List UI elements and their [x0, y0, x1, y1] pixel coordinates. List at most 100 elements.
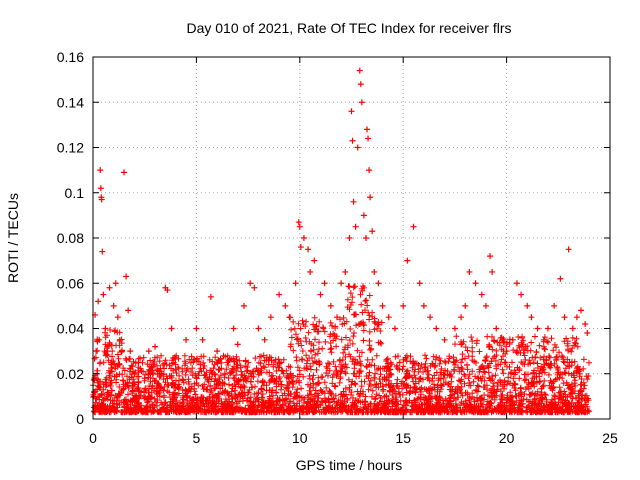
y-tick-label: 0.08	[57, 230, 84, 246]
data-point	[482, 302, 489, 309]
grid-layer	[93, 57, 610, 419]
data-point	[528, 314, 535, 321]
data-point	[362, 235, 369, 241]
data-point	[276, 291, 283, 298]
data-point	[416, 280, 423, 287]
x-tick-label: 0	[89, 430, 97, 446]
data-point	[172, 366, 179, 373]
data-point	[193, 325, 200, 332]
data-point	[357, 81, 364, 88]
data-point	[534, 325, 541, 332]
data-point	[342, 268, 349, 275]
data-points-layer	[91, 67, 591, 395]
roti-noise-band	[90, 283, 593, 416]
data-point	[478, 291, 485, 298]
data-point	[97, 167, 104, 174]
data-point	[551, 302, 558, 309]
data-point	[349, 137, 356, 144]
data-point	[410, 223, 417, 230]
data-point	[317, 291, 324, 298]
data-point	[286, 314, 293, 321]
data-point	[183, 336, 190, 343]
data-point	[509, 336, 516, 343]
data-point	[261, 336, 268, 343]
data-point	[557, 275, 564, 282]
data-point	[433, 325, 440, 332]
data-point	[375, 280, 382, 287]
data-point	[487, 253, 494, 260]
data-point	[156, 382, 163, 389]
data-point	[141, 375, 148, 382]
data-point	[358, 99, 365, 106]
data-point	[267, 314, 274, 321]
data-point	[582, 320, 589, 327]
data-point	[356, 67, 363, 74]
data-point	[125, 307, 132, 314]
data-point	[360, 212, 367, 219]
data-point	[404, 257, 411, 264]
data-point	[91, 388, 98, 395]
data-point	[379, 302, 386, 309]
data-point	[116, 336, 123, 343]
data-point	[112, 280, 119, 287]
data-point	[255, 325, 262, 332]
data-point	[391, 325, 398, 332]
y-tick-label: 0.16	[57, 49, 84, 65]
data-point	[458, 314, 465, 321]
data-point	[561, 314, 568, 321]
data-point	[451, 325, 458, 332]
data-point	[466, 268, 473, 275]
data-point	[311, 257, 318, 264]
data-point	[472, 280, 479, 287]
data-point	[544, 325, 551, 332]
data-point	[366, 167, 373, 174]
data-point	[524, 302, 531, 309]
chart-title: Day 010 of 2021, Rate Of TEC Index for r…	[186, 20, 511, 36]
data-point	[164, 287, 171, 294]
data-point	[99, 248, 106, 255]
data-point	[565, 246, 572, 253]
data-point	[95, 298, 102, 305]
data-point	[127, 348, 134, 355]
data-point	[106, 284, 113, 291]
data-point	[307, 268, 314, 275]
data-point	[364, 126, 371, 133]
y-tick-label: 0.1	[65, 185, 85, 201]
data-point	[493, 325, 500, 332]
data-point	[584, 330, 591, 337]
y-tick-label: 0.14	[57, 94, 84, 110]
data-point	[102, 325, 109, 332]
data-point	[152, 343, 159, 350]
data-point	[97, 185, 104, 192]
data-point	[104, 348, 111, 355]
data-point	[420, 302, 427, 309]
data-point	[131, 370, 138, 377]
data-point	[247, 280, 254, 287]
data-point	[98, 196, 105, 203]
y-tick-label: 0.06	[57, 275, 84, 291]
data-point	[121, 169, 128, 176]
data-point	[234, 341, 241, 348]
data-point	[369, 228, 376, 235]
data-point	[365, 135, 372, 142]
data-point	[569, 325, 576, 332]
x-tick-label: 15	[395, 430, 411, 446]
data-point	[145, 348, 152, 355]
x-tick-label: 25	[602, 430, 618, 446]
data-point	[367, 194, 374, 201]
ticks-layer: 0 0.02 0.04 0.06 0.08 0.1 0.12 0.14 0.16 0 5 10 15 20…	[57, 49, 618, 446]
data-point	[462, 302, 469, 309]
y-axis-label: ROTI / TECUs	[5, 193, 21, 283]
data-point	[350, 198, 357, 205]
data-point	[240, 302, 247, 309]
data-point	[168, 325, 175, 332]
data-point	[371, 268, 378, 275]
x-axis-label: GPS time / hours	[296, 457, 403, 473]
data-point	[327, 302, 334, 309]
data-point	[352, 223, 359, 230]
data-point	[135, 359, 142, 366]
data-point	[300, 235, 307, 241]
data-point	[230, 325, 237, 332]
data-point	[224, 359, 231, 366]
